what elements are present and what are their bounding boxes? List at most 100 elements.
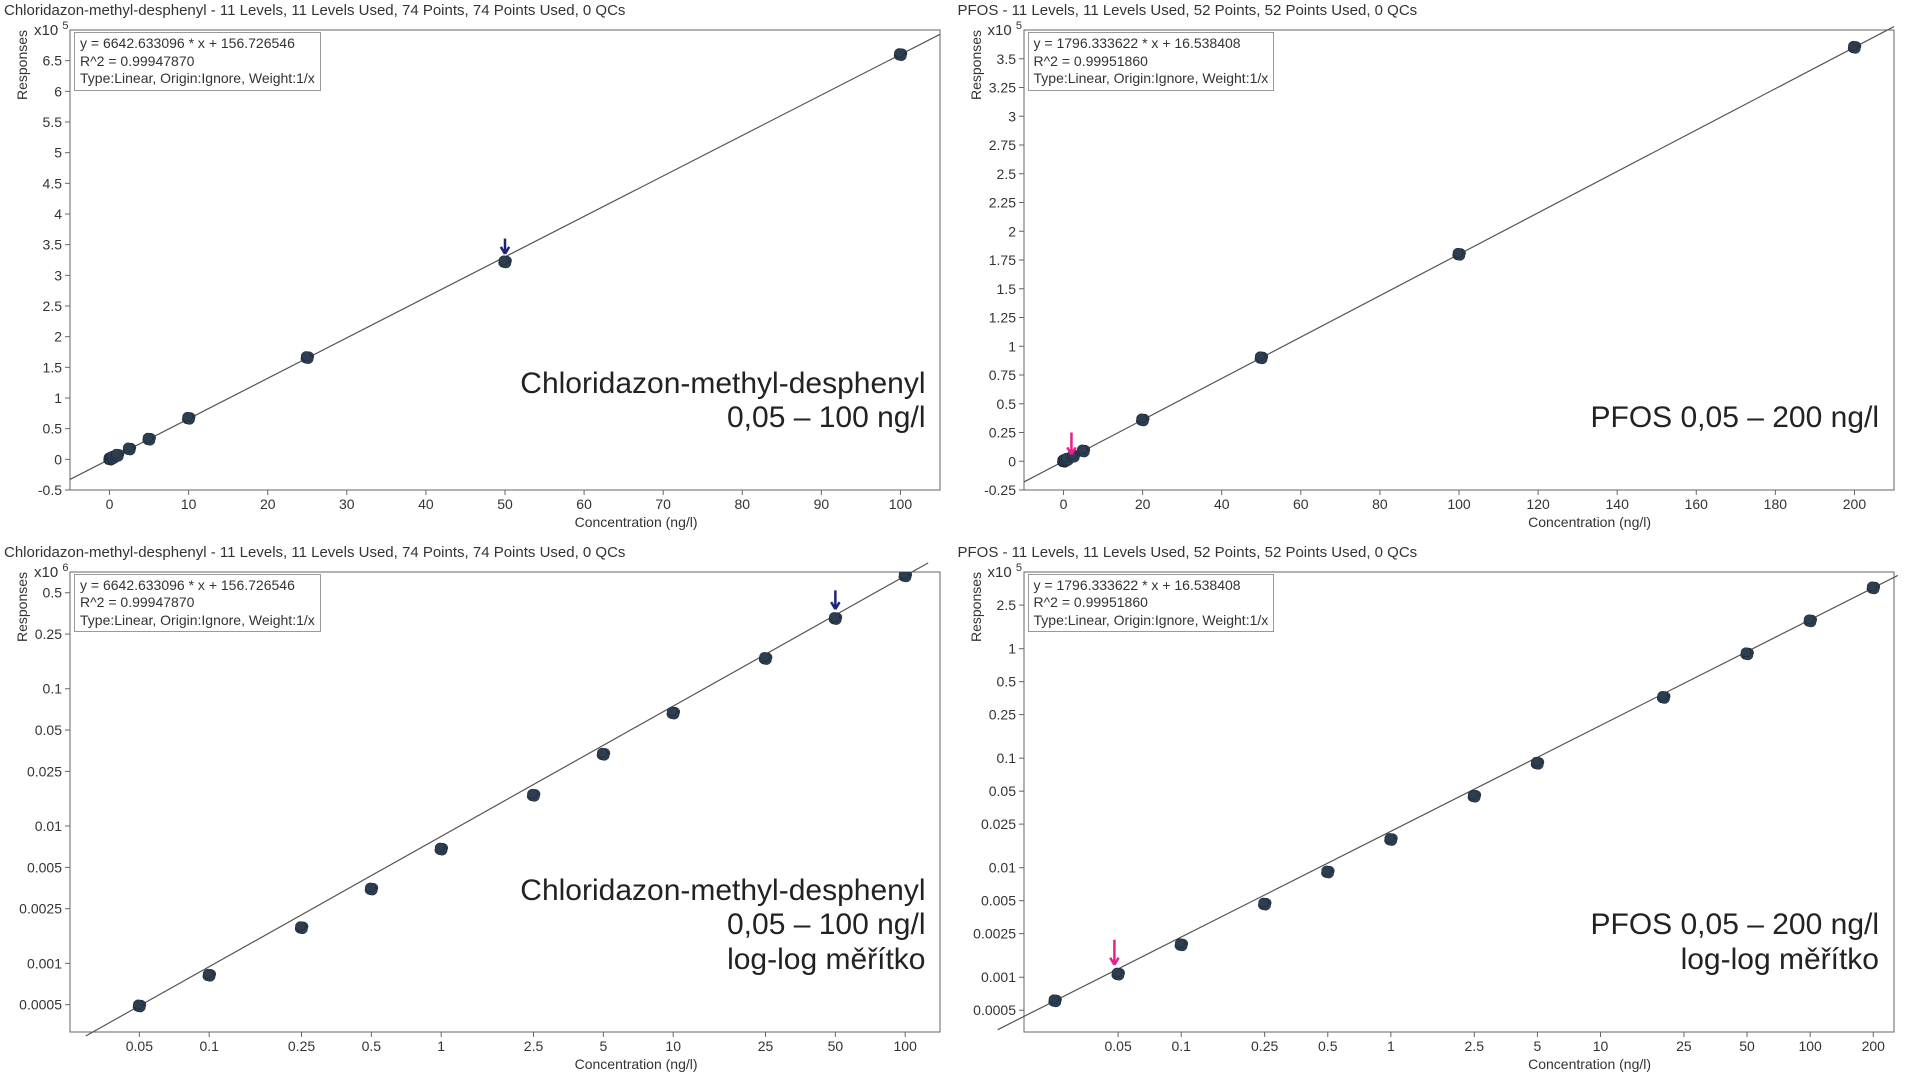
plot-frame <box>70 572 940 1032</box>
y-tick-label: 0.75 <box>988 367 1015 383</box>
y-tick-label: 0.1 <box>996 750 1016 766</box>
y-tick-label: 0.5 <box>996 396 1016 412</box>
x-tick-label: 80 <box>1372 496 1388 512</box>
data-point <box>1531 757 1541 766</box>
y-tick-label: 2.25 <box>988 195 1015 211</box>
y-tick-label: 0.25 <box>988 706 1015 722</box>
data-point <box>1804 614 1814 623</box>
x-tick-label: 200 <box>1861 1038 1885 1054</box>
y-tick-label: 0.025 <box>27 763 62 779</box>
data-point <box>133 999 143 1008</box>
chart-grid: Chloridazon-methyl-desphenyl - 11 Levels… <box>0 0 1907 1083</box>
y-tick-label: 1 <box>1008 338 1016 354</box>
y-tick-label: 0.001 <box>980 969 1015 985</box>
x-tick-label: 0 <box>106 496 114 512</box>
panel-pfos-log: PFOS - 11 Levels, 11 Levels Used, 52 Poi… <box>954 542 1907 1083</box>
data-point <box>1175 938 1185 947</box>
x-tick-label: 5 <box>1533 1038 1541 1054</box>
data-point <box>365 882 375 891</box>
x-tick-label: 1 <box>437 1038 445 1054</box>
calibration-chart: 020406080100120140160180200-0.2500.250.5… <box>954 0 1907 541</box>
y-tick-label: 3.5 <box>996 51 1016 67</box>
fit-line <box>86 562 928 1035</box>
y-tick-label: 0.1 <box>43 680 63 696</box>
x-tick-label: 100 <box>1798 1038 1822 1054</box>
y-tick-label: 0.5 <box>996 673 1016 689</box>
x-tick-label: 1 <box>1386 1038 1394 1054</box>
data-point <box>1384 833 1394 842</box>
x-tick-label: 40 <box>1213 496 1229 512</box>
x-tick-label: 90 <box>814 496 830 512</box>
y-tick-label: 1.75 <box>988 252 1015 268</box>
x-tick-label: 60 <box>576 496 592 512</box>
y-tick-label: 0.001 <box>27 955 62 971</box>
x-tick-label: 10 <box>181 496 197 512</box>
data-point <box>435 842 445 851</box>
data-points <box>1057 41 1861 467</box>
x-tick-label: 0.25 <box>1251 1038 1278 1054</box>
x-tick-label: 0.25 <box>288 1038 315 1054</box>
y-tick-label: 0.0005 <box>973 1002 1016 1018</box>
data-point <box>1048 994 1058 1003</box>
y-tick-label: 5.5 <box>43 114 63 130</box>
y-tick-label: 0.5 <box>43 421 63 437</box>
y-tick-label: 1.5 <box>43 359 63 375</box>
data-point <box>894 48 904 57</box>
data-point <box>1740 647 1750 656</box>
y-tick-label: 2.75 <box>988 137 1015 153</box>
y-tick-label: 0.05 <box>988 783 1015 799</box>
plot-frame <box>1024 572 1894 1032</box>
y-tick-label: 0 <box>54 451 62 467</box>
x-tick-label: 40 <box>418 496 434 512</box>
data-point <box>203 969 213 978</box>
x-tick-label: 10 <box>665 1038 681 1054</box>
y-tick-label: 2.5 <box>996 166 1016 182</box>
x-tick-label: 50 <box>497 496 513 512</box>
x-tick-label: 100 <box>889 496 913 512</box>
data-points <box>104 48 908 465</box>
y-tick-label: 0.025 <box>980 816 1015 832</box>
x-tick-label: 5 <box>599 1038 607 1054</box>
y-tick-label: 2.5 <box>43 298 63 314</box>
x-tick-label: 180 <box>1763 496 1787 512</box>
data-point <box>667 706 677 715</box>
y-tick-label: 0 <box>1008 453 1016 469</box>
x-tick-label: 0.5 <box>1318 1038 1338 1054</box>
y-tick-label: 6 <box>54 83 62 99</box>
y-tick-label: 0.25 <box>988 425 1015 441</box>
y-tick-label: 0.0025 <box>973 925 1016 941</box>
y-tick-label: 0.005 <box>980 892 1015 908</box>
data-point <box>499 256 509 265</box>
y-tick-label: 3.5 <box>43 237 63 253</box>
data-point <box>1468 789 1478 798</box>
y-tick-label: 1.25 <box>988 310 1015 326</box>
y-tick-label: 2.5 <box>996 597 1016 613</box>
x-tick-label: 160 <box>1684 496 1708 512</box>
x-tick-label: 100 <box>1447 496 1471 512</box>
x-tick-label: 20 <box>1134 496 1150 512</box>
calibration-chart: 0.050.10.250.512.551025501000.00050.0010… <box>0 542 953 1083</box>
data-point <box>1657 691 1667 700</box>
x-tick-label: 2.5 <box>1464 1038 1484 1054</box>
x-tick-label: 80 <box>734 496 750 512</box>
y-tick-label: 0.01 <box>35 818 62 834</box>
y-tick-label: 2 <box>54 329 62 345</box>
data-point <box>1321 865 1331 874</box>
y-tick-label: 4 <box>54 206 62 222</box>
y-tick-label: 4.5 <box>43 175 63 191</box>
data-point <box>123 443 133 452</box>
x-tick-label: 140 <box>1605 496 1629 512</box>
calibration-chart: 0.050.10.250.512.551025501002000.00050.0… <box>954 542 1907 1083</box>
y-tick-label: 1 <box>1008 640 1016 656</box>
x-tick-label: 0 <box>1059 496 1067 512</box>
panel-pfos-linear: PFOS - 11 Levels, 11 Levels Used, 52 Poi… <box>954 0 1907 542</box>
data-point <box>183 412 193 421</box>
y-tick-label: 1.5 <box>996 281 1016 297</box>
x-tick-label: 30 <box>339 496 355 512</box>
y-tick-label: 0.0025 <box>19 900 62 916</box>
x-tick-label: 200 <box>1842 496 1866 512</box>
data-point <box>1255 352 1265 361</box>
data-point <box>143 433 153 442</box>
data-point <box>1077 445 1087 454</box>
x-tick-label: 70 <box>655 496 671 512</box>
